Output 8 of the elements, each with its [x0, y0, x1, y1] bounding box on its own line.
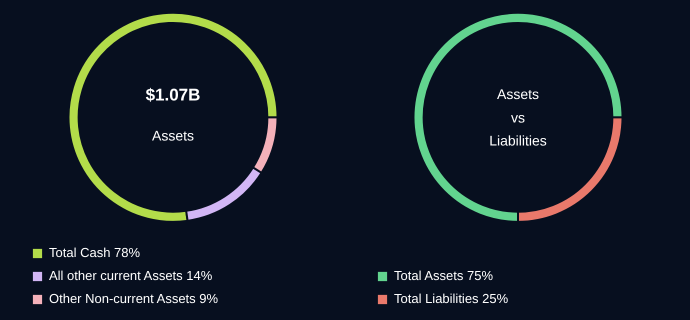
text: $1.07B	[146, 85, 200, 104]
legend-label: All other current Assets 14%	[49, 268, 212, 283]
legend-label: Total Cash 78%	[49, 245, 140, 260]
legend-label: Total Liabilities 25%	[394, 291, 508, 306]
text: Assets vs Liabilities	[489, 86, 547, 149]
legend-label: Other Non-current Assets 9%	[49, 291, 218, 306]
text: Assets	[152, 128, 194, 144]
legend-label: Total Assets 75%	[394, 268, 493, 283]
